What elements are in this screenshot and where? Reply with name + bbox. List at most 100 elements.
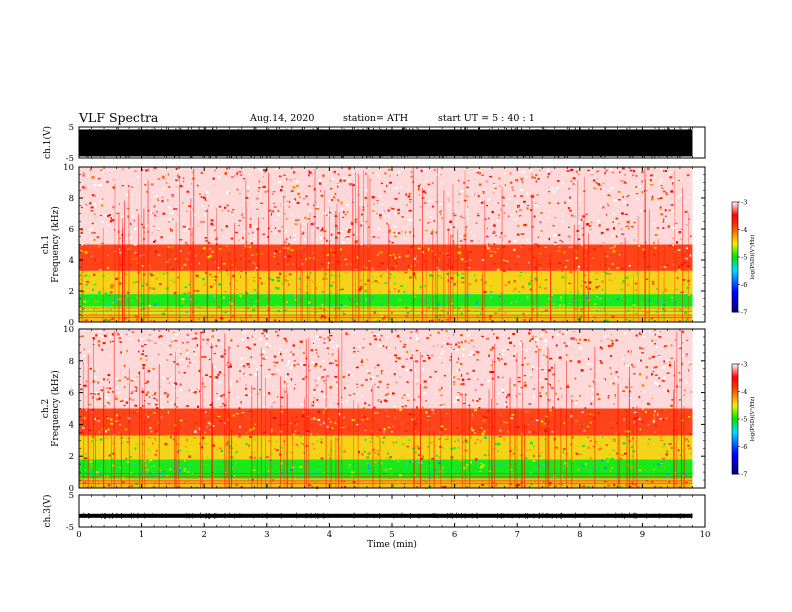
- ch1-speckle: [123, 181, 125, 184]
- ch2-speckle: [394, 416, 396, 419]
- ch1-speckle: [618, 254, 621, 256]
- ch1-speckle: [632, 174, 634, 177]
- ch2-speckle: [150, 465, 153, 469]
- ch1-speckle: [577, 291, 580, 294]
- ch2-speckle: [440, 405, 444, 408]
- ch1-speckle: [577, 220, 581, 223]
- ch1-speckle: [311, 188, 314, 191]
- ch2-speckle: [206, 426, 208, 429]
- ch2-speckle: [655, 374, 658, 376]
- ch1-speckle: [153, 206, 155, 208]
- ch2-speckle: [127, 437, 130, 439]
- ch1-speckle: [572, 214, 576, 218]
- ch2-speckle: [523, 374, 527, 377]
- ch1-speckle: [219, 244, 222, 248]
- ch2-speckle: [662, 419, 665, 421]
- ch2-speckle: [315, 384, 319, 387]
- ch1-speckle: [293, 239, 297, 241]
- ch2-speckle: [195, 426, 198, 429]
- ch1-speckle: [626, 196, 629, 198]
- ch1-speckle: [687, 315, 691, 318]
- ch2-speckle: [353, 347, 356, 349]
- ch1-speckle: [375, 320, 378, 322]
- ch1-speckle: [135, 281, 138, 283]
- ch1-speckle: [284, 241, 287, 243]
- ch2-speckle: [268, 344, 272, 347]
- ch1-speckle: [142, 319, 144, 322]
- ch2-speckle: [481, 484, 485, 486]
- ch1-speckle: [562, 320, 564, 322]
- ch2-speckle: [148, 329, 151, 332]
- ch1-speckle: [287, 255, 291, 258]
- ch1-speckle: [242, 240, 244, 244]
- ch1-speckle: [205, 271, 207, 274]
- ch2-speckle: [186, 333, 190, 336]
- ch2-speckle: [438, 456, 441, 459]
- ch1-speckle: [488, 317, 492, 321]
- ch2-speckle: [186, 450, 190, 453]
- ch2-speckle: [637, 360, 640, 362]
- ch2-speckle: [347, 334, 350, 336]
- ch1-speckle: [326, 253, 330, 256]
- ch1-speckle: [108, 214, 111, 216]
- ch2-speckle: [160, 406, 164, 409]
- ch2-speckle: [662, 457, 665, 460]
- ch2-speckle: [459, 485, 461, 487]
- ch2-speckle: [91, 408, 94, 411]
- ch2-speckle: [528, 332, 531, 335]
- ch2-speckle: [125, 333, 128, 335]
- ch1-speckle: [252, 231, 254, 234]
- ch1-speckle: [620, 300, 623, 302]
- ch2-speckle: [579, 486, 582, 489]
- ch1-speckle: [93, 283, 97, 286]
- ch1-speckle: [414, 264, 417, 267]
- ch2-speckle: [496, 357, 500, 360]
- ch2-speckle: [392, 441, 394, 444]
- ch1-speckle: [152, 169, 156, 171]
- ch2-speckle: [592, 417, 596, 420]
- ch2-speckle: [307, 391, 310, 394]
- ch2-speckle: [627, 350, 629, 353]
- ch2-speckle: [218, 381, 222, 384]
- ch1-speckle: [333, 275, 336, 277]
- ch1-speckle: [598, 224, 601, 227]
- ch1-speckle: [179, 239, 183, 241]
- ch2-speckle: [685, 353, 688, 356]
- ch1-speckle: [316, 206, 319, 208]
- ch1-speckle: [465, 226, 468, 228]
- ch2-speckle: [109, 355, 112, 357]
- ch2-speckle: [312, 342, 315, 344]
- ch2-speckle: [500, 358, 503, 360]
- ch1-speckle: [159, 272, 161, 275]
- ch2-speckle: [653, 417, 657, 419]
- ch1-speckle: [350, 221, 352, 223]
- ch1-speckle: [458, 251, 461, 253]
- ch1-speckle: [124, 273, 128, 276]
- ch2-speckle: [257, 392, 260, 395]
- ch1-speckle: [104, 292, 108, 295]
- ch2-speckle: [134, 389, 138, 392]
- ch1-colorbar-cell: [732, 227, 738, 230]
- ch2-speckle: [173, 383, 176, 386]
- ch2-speckle: [258, 388, 261, 391]
- ch1-speckle: [596, 170, 599, 173]
- ch1-speckle: [623, 200, 626, 203]
- ch1-speckle: [226, 245, 228, 247]
- ch1-speckle: [264, 191, 267, 193]
- ch2-speckle: [439, 445, 442, 448]
- ch1-speckle: [394, 187, 398, 189]
- ch2-speckle: [528, 358, 531, 361]
- ch2-speckle: [515, 359, 517, 362]
- ch2-speckle: [109, 418, 113, 421]
- ch1-speckle: [491, 210, 494, 214]
- ch2-speckle: [677, 449, 680, 452]
- ch1-speckle: [617, 199, 621, 201]
- ch2-speckle: [669, 412, 672, 415]
- ch1-speckle: [134, 251, 137, 254]
- ch2-speckle: [393, 485, 395, 487]
- ch2-speckle: [543, 423, 546, 425]
- ch1-speckle: [85, 204, 88, 206]
- ch1-speckle: [632, 169, 635, 173]
- ch2-speckle: [438, 438, 442, 440]
- ch2-speckle: [610, 458, 614, 460]
